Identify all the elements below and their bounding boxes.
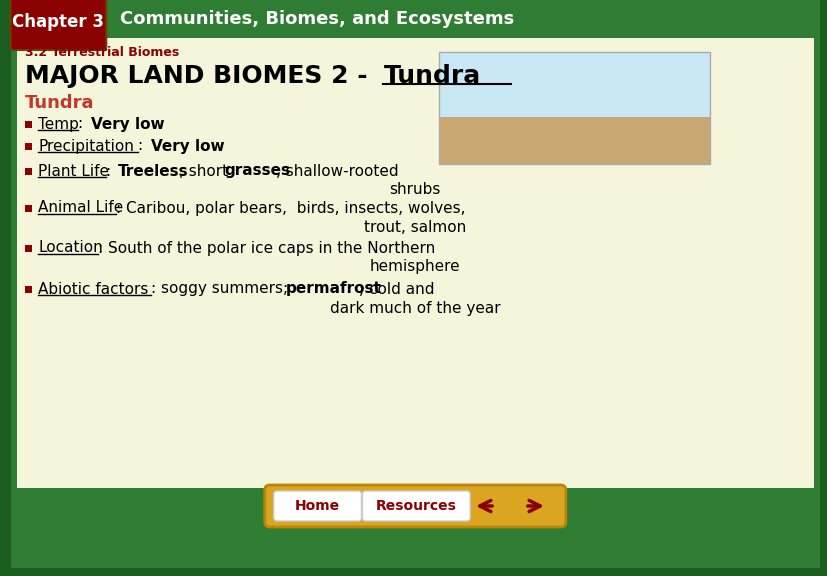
Text: Tundra: Tundra (25, 94, 94, 112)
FancyBboxPatch shape (25, 120, 31, 127)
Text: :: : (79, 116, 88, 131)
FancyBboxPatch shape (438, 117, 710, 164)
Text: MAJOR LAND BIOMES 2 -: MAJOR LAND BIOMES 2 - (25, 64, 375, 88)
FancyBboxPatch shape (11, 8, 819, 568)
Text: Treeless: Treeless (118, 164, 189, 179)
Text: ; cold and: ; cold and (359, 282, 434, 297)
FancyBboxPatch shape (25, 142, 31, 150)
Text: grasses: grasses (223, 164, 289, 179)
Text: Home: Home (294, 499, 340, 513)
Text: Very low: Very low (151, 138, 224, 153)
FancyBboxPatch shape (11, 0, 106, 50)
Text: Very low: Very low (91, 116, 165, 131)
FancyBboxPatch shape (17, 36, 813, 524)
FancyBboxPatch shape (362, 491, 470, 521)
FancyBboxPatch shape (11, 0, 819, 38)
Text: : South of the polar ice caps in the Northern: : South of the polar ice caps in the Nor… (98, 241, 435, 256)
Text: trout, salmon: trout, salmon (364, 219, 466, 234)
Text: permafrost: permafrost (285, 282, 381, 297)
Text: Plant Life: Plant Life (38, 164, 109, 179)
FancyBboxPatch shape (265, 485, 565, 527)
Text: Tundra: Tundra (383, 64, 480, 88)
FancyBboxPatch shape (25, 286, 31, 293)
Text: shrubs: shrubs (390, 183, 441, 198)
Text: hemisphere: hemisphere (370, 260, 460, 275)
FancyBboxPatch shape (274, 491, 361, 521)
FancyBboxPatch shape (17, 488, 813, 524)
Text: Animal Life: Animal Life (38, 200, 123, 215)
Text: Precipitation: Precipitation (38, 138, 134, 153)
Text: Abiotic factors: Abiotic factors (38, 282, 149, 297)
Text: , shallow-rooted: , shallow-rooted (275, 164, 398, 179)
Text: Location: Location (38, 241, 103, 256)
Text: : soggy summers;: : soggy summers; (151, 282, 293, 297)
Text: dark much of the year: dark much of the year (330, 301, 500, 316)
Text: :: : (106, 164, 116, 179)
Text: Temp: Temp (38, 116, 79, 131)
Text: Resources: Resources (375, 499, 457, 513)
Text: Communities, Biomes, and Ecosystems: Communities, Biomes, and Ecosystems (120, 10, 514, 28)
FancyBboxPatch shape (25, 168, 31, 175)
FancyBboxPatch shape (25, 244, 31, 252)
FancyBboxPatch shape (438, 52, 710, 117)
Text: :: : (138, 138, 148, 153)
Text: Chapter 3: Chapter 3 (12, 13, 104, 31)
FancyBboxPatch shape (25, 204, 31, 211)
Text: : Caribou, polar bears,  birds, insects, wolves,: : Caribou, polar bears, birds, insects, … (116, 200, 465, 215)
Text: , short: , short (179, 164, 232, 179)
Text: 3.2 Terrestrial Biomes: 3.2 Terrestrial Biomes (25, 46, 179, 59)
